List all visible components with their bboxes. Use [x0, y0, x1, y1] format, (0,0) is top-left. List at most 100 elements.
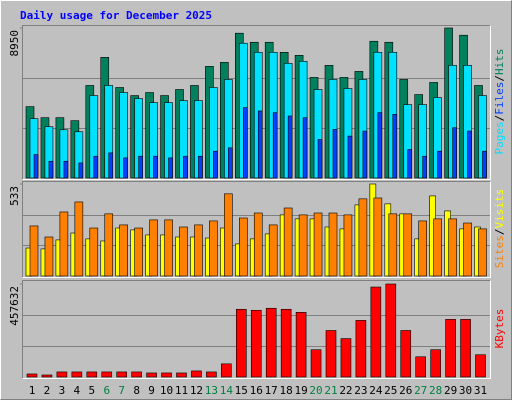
x-tick-label: 15	[235, 384, 248, 397]
bar	[131, 371, 142, 378]
bar	[433, 218, 442, 277]
bar	[280, 308, 292, 378]
bar	[146, 372, 157, 378]
x-tick-label: 4	[74, 384, 81, 397]
plot-border-dark	[22, 280, 491, 379]
x-tick-label: 8	[133, 384, 140, 397]
x-tick-label: 30	[459, 384, 472, 397]
bar	[452, 127, 457, 179]
bar	[236, 308, 247, 378]
bar	[467, 130, 472, 179]
y-tick-label: 457632	[8, 286, 21, 326]
bar	[194, 224, 203, 277]
x-tick-label: 20	[309, 384, 322, 397]
x-tick-label: 13	[205, 384, 218, 397]
legend-entry: Pages	[493, 121, 506, 154]
bar	[153, 155, 158, 179]
bar	[63, 160, 69, 179]
bar	[221, 363, 232, 378]
bar	[59, 211, 69, 277]
x-tick-label: 5	[88, 384, 95, 397]
bar	[347, 135, 353, 179]
bar	[295, 312, 307, 378]
y-tick-label: 533	[8, 186, 21, 206]
chart-title: Daily usage for December 2025	[20, 9, 212, 22]
bar	[101, 371, 113, 378]
bar	[29, 225, 39, 277]
bar	[164, 219, 173, 277]
bar	[134, 227, 143, 277]
bar	[26, 373, 38, 378]
x-tick-label: 1	[29, 384, 36, 397]
bar	[325, 330, 337, 378]
bar	[123, 157, 128, 179]
bar	[332, 129, 338, 179]
legend-separator: /	[493, 75, 506, 82]
legend-entry: Hits	[493, 49, 506, 76]
bar	[265, 307, 277, 378]
bar	[313, 212, 323, 277]
bar	[448, 218, 457, 277]
plot-border-dark	[22, 181, 491, 278]
legend-separator: /	[493, 229, 506, 236]
bar	[418, 220, 428, 277]
x-tick-label: 16	[250, 384, 263, 397]
bar	[239, 217, 248, 277]
x-tick-label: 12	[190, 384, 203, 397]
x-tick-label: 31	[474, 384, 487, 397]
bar	[287, 115, 293, 179]
bar	[41, 374, 53, 378]
bar	[445, 319, 456, 378]
bar	[74, 201, 84, 277]
x-tick-label: 26	[399, 384, 412, 397]
bar	[370, 286, 382, 378]
x-tick-label: 27	[414, 384, 427, 397]
bar	[44, 236, 54, 277]
bar	[116, 371, 127, 378]
bar	[168, 157, 173, 179]
bar	[392, 114, 398, 179]
bar	[460, 319, 471, 378]
bar	[475, 354, 486, 378]
x-tick-label: 21	[324, 384, 337, 397]
x-tick-label: 10	[160, 384, 173, 397]
bar	[302, 117, 308, 179]
bar	[119, 224, 128, 277]
legend-entry: KBytes	[493, 309, 506, 349]
bar	[104, 213, 114, 277]
bar	[257, 110, 263, 179]
x-tick-label: 25	[384, 384, 397, 397]
bar	[183, 155, 188, 179]
bar	[298, 214, 308, 277]
bar	[430, 349, 441, 378]
bar	[400, 330, 412, 378]
bar	[86, 371, 98, 378]
x-tick-label: 29	[444, 384, 457, 397]
bar	[149, 219, 158, 277]
bar	[340, 338, 352, 378]
x-tick-label: 14	[220, 384, 234, 397]
bar	[403, 213, 413, 277]
x-tick-label: 19	[294, 384, 307, 397]
x-tick-label: 7	[118, 384, 125, 397]
bar	[198, 155, 203, 179]
x-tick-label: 2	[44, 384, 51, 397]
bar	[243, 107, 248, 179]
bar	[209, 220, 218, 277]
legend: Pages/Files/Hits	[493, 49, 506, 155]
bar	[358, 198, 368, 277]
bar	[362, 130, 368, 179]
x-tick-label: 3	[59, 384, 66, 397]
plot-border-light	[22, 181, 491, 278]
bar	[253, 212, 263, 277]
bar	[89, 227, 99, 277]
bar	[328, 212, 338, 277]
x-tick-label: 23	[354, 384, 367, 397]
plot-border-light	[22, 280, 491, 379]
x-tick-label: 9	[148, 384, 155, 397]
bar	[268, 224, 278, 277]
bar	[317, 139, 323, 179]
bar	[385, 283, 397, 378]
